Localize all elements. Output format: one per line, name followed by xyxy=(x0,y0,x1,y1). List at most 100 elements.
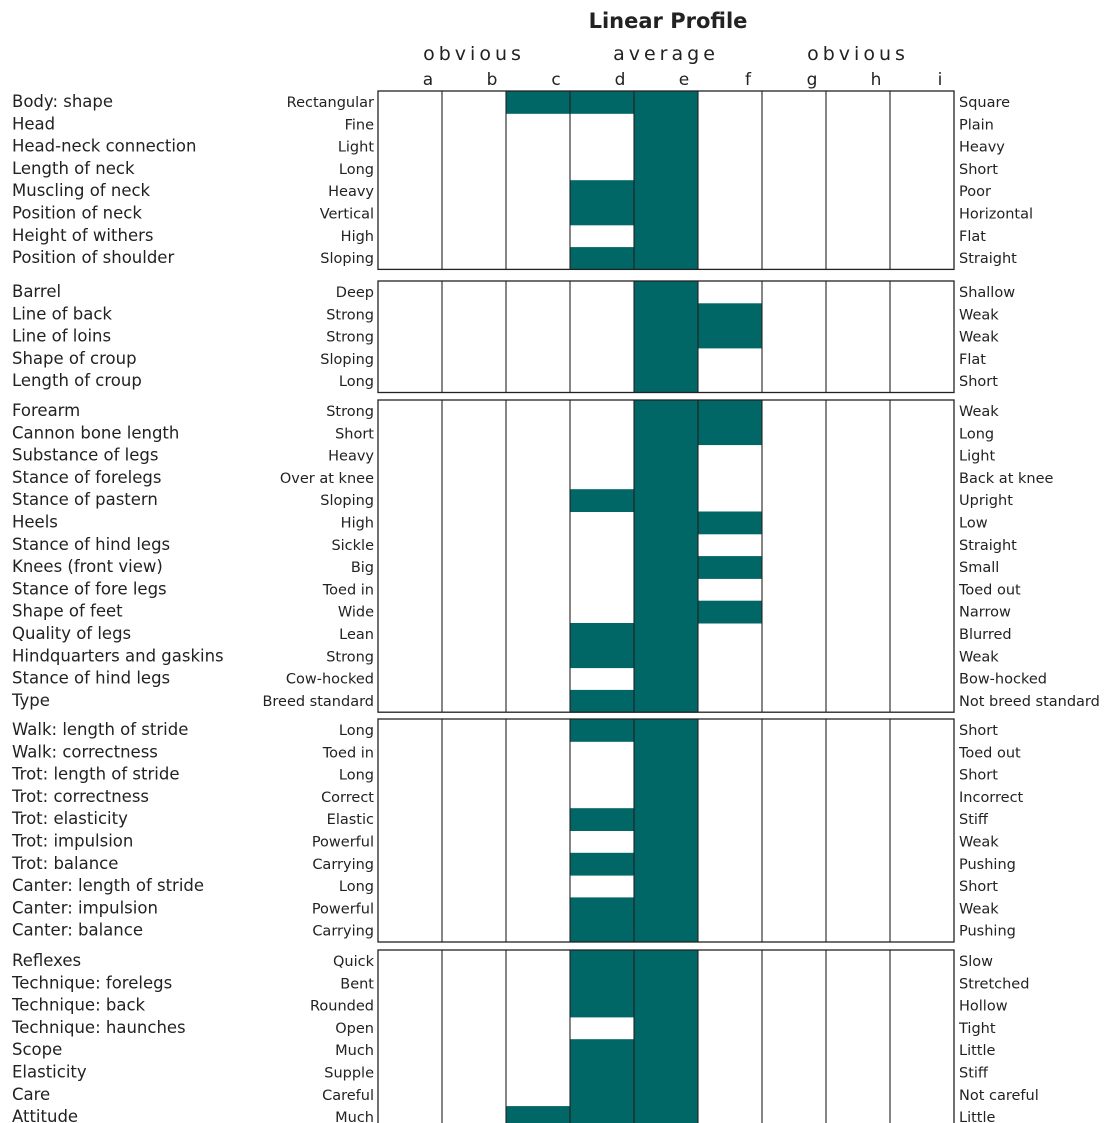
trait-label: Height of withers xyxy=(12,226,153,245)
trait-label: Technique: haunches xyxy=(11,1018,186,1037)
right-extreme-label: Straight xyxy=(959,538,1017,554)
column-label: c xyxy=(551,70,560,90)
trait-label: Technique: back xyxy=(11,996,146,1015)
left-extreme-label: Toed in xyxy=(322,745,374,761)
profile-bar xyxy=(634,370,698,393)
trait-label: Canter: impulsion xyxy=(12,898,158,917)
trait-label: Cannon bone length xyxy=(12,423,179,442)
right-extreme-label: Toed out xyxy=(958,582,1021,598)
profile-bar xyxy=(634,157,698,181)
trait-label: Stance of forelegs xyxy=(12,468,161,487)
right-extreme-label: Weak xyxy=(959,404,999,420)
column-label: i xyxy=(938,70,943,90)
section-frame xyxy=(377,718,955,943)
left-extreme-label: Heavy xyxy=(328,184,374,200)
right-extreme-label: Weak xyxy=(959,307,999,323)
right-extreme-label: Flat xyxy=(959,352,986,368)
right-extreme-label: Stiff xyxy=(959,1066,989,1082)
right-extreme-label: Straight xyxy=(959,251,1017,267)
left-extreme-label: Cow-hocked xyxy=(286,672,374,688)
left-extreme-label: Heavy xyxy=(328,449,374,465)
left-extreme-label: Rounded xyxy=(310,999,374,1015)
left-extreme-label: Sloping xyxy=(320,493,374,509)
trait-label: Canter: length of stride xyxy=(12,876,204,895)
column-label: g xyxy=(807,70,818,90)
right-extreme-label: Upright xyxy=(959,493,1013,509)
section-frame xyxy=(377,90,955,271)
right-extreme-label: Short xyxy=(959,723,998,739)
left-extreme-label: Wide xyxy=(338,605,374,621)
profile-bar xyxy=(634,281,698,304)
left-extreme-label: Deep xyxy=(336,285,374,301)
trait-label: Reflexes xyxy=(12,951,81,970)
left-extreme-label: Much xyxy=(335,1043,374,1059)
right-extreme-label: Small xyxy=(959,560,999,576)
section-frame xyxy=(377,280,955,394)
right-extreme-label: Tight xyxy=(958,1021,996,1037)
right-extreme-label: Shallow xyxy=(959,285,1015,301)
right-extreme-label: Stretched xyxy=(959,976,1029,992)
left-extreme-label: Carrying xyxy=(312,857,374,873)
left-extreme-label: Over at knee xyxy=(280,471,374,487)
left-extreme-label: Sloping xyxy=(320,352,374,368)
right-extreme-label: Pushing xyxy=(959,857,1016,873)
right-extreme-label: Hollow xyxy=(959,999,1008,1015)
trait-label: Forearm xyxy=(12,401,80,420)
trait-label: Shape of croup xyxy=(12,349,137,368)
trait-label: Trot: balance xyxy=(11,854,118,873)
left-extreme-label: Big xyxy=(351,560,374,576)
left-extreme-label: Rectangular xyxy=(287,95,374,111)
left-extreme-label: Vertical xyxy=(320,207,374,223)
section-frame xyxy=(377,949,955,1123)
trait-label: Knees (front view) xyxy=(12,557,163,576)
right-extreme-label: Incorrect xyxy=(959,790,1024,806)
left-extreme-label: Supple xyxy=(324,1066,374,1082)
trait-label: Muscling of neck xyxy=(12,181,151,200)
trait-label: Stance of hind legs xyxy=(12,535,170,554)
profile-bar xyxy=(634,1016,698,1040)
profile-bar xyxy=(634,533,698,557)
column-label: f xyxy=(745,70,752,90)
trait-label: Walk: correctness xyxy=(12,742,158,761)
profile-bar xyxy=(634,113,698,137)
left-extreme-label: Strong xyxy=(326,404,374,420)
left-extreme-label: Lean xyxy=(339,627,374,643)
right-extreme-label: Weak xyxy=(959,901,999,917)
trait-label: Attitude xyxy=(12,1107,78,1123)
left-extreme-label: Toed in xyxy=(322,582,374,598)
right-extreme-label: Heavy xyxy=(959,140,1005,156)
trait-label: Length of croup xyxy=(12,371,142,390)
right-extreme-label: Narrow xyxy=(959,605,1011,621)
left-extreme-label: Sloping xyxy=(320,251,374,267)
right-extreme-label: Back at knee xyxy=(959,471,1053,487)
profile-bar xyxy=(634,830,698,854)
trait-label: Hindquarters and gaskins xyxy=(12,646,224,665)
trait-label: Barrel xyxy=(12,282,61,301)
left-extreme-label: High xyxy=(341,229,374,245)
left-extreme-label: Breed standard xyxy=(262,694,374,710)
trait-label: Stance of pastern xyxy=(12,490,158,509)
trait-label: Care xyxy=(12,1085,50,1104)
right-extreme-label: Little xyxy=(959,1110,996,1123)
profile-bar xyxy=(634,763,698,787)
right-extreme-label: Horizontal xyxy=(959,207,1033,223)
trait-label: Scope xyxy=(12,1040,62,1059)
left-extreme-label: Strong xyxy=(326,330,374,346)
left-extreme-label: Much xyxy=(335,1110,374,1123)
trait-label: Trot: length of stride xyxy=(11,765,180,784)
profile-bar xyxy=(634,135,698,159)
scale-group-label: obvious xyxy=(807,43,909,65)
left-extreme-label: Long xyxy=(339,723,374,739)
profile-bar xyxy=(506,91,698,114)
left-extreme-label: Carrying xyxy=(312,924,374,940)
left-extreme-label: Long xyxy=(339,768,374,784)
trait-label: Shape of feet xyxy=(12,602,123,621)
right-extreme-label: Not breed standard xyxy=(959,694,1100,710)
profile-bar xyxy=(634,224,698,248)
left-extreme-label: Bent xyxy=(340,976,374,992)
trait-label: Walk: length of stride xyxy=(12,720,188,739)
column-label: d xyxy=(615,70,626,90)
right-extreme-label: Low xyxy=(959,516,988,532)
scale-group-label: obvious xyxy=(423,43,525,65)
left-extreme-label: Sickle xyxy=(331,538,374,554)
